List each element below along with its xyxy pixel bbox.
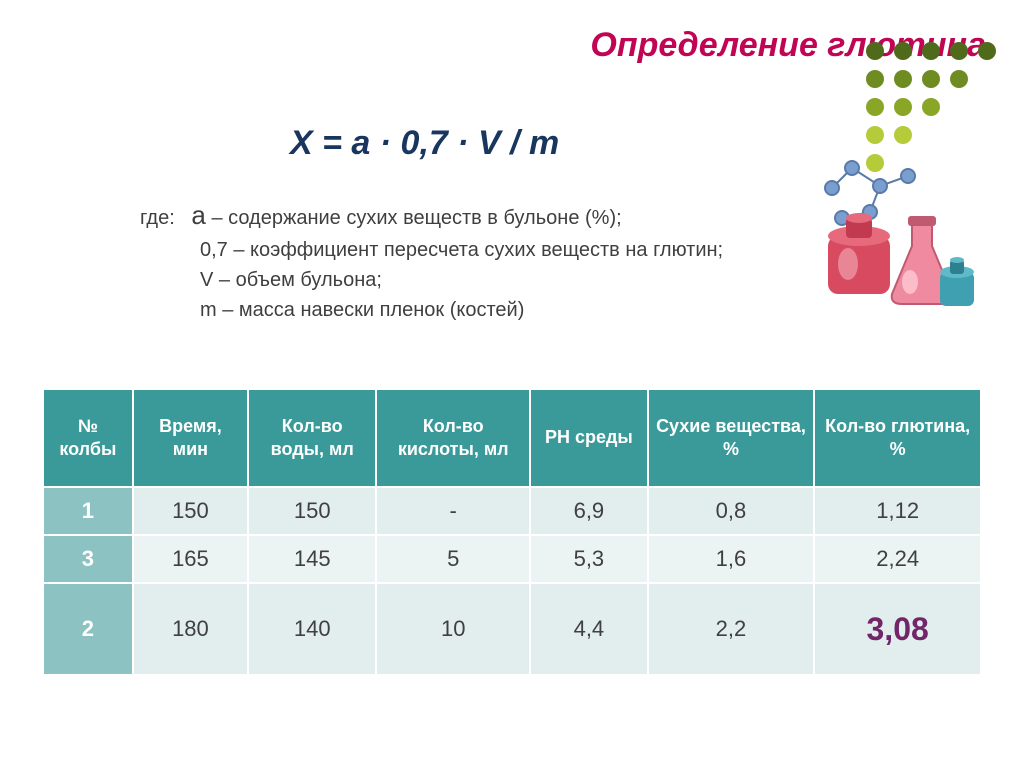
table-cell: 10 (376, 583, 530, 675)
data-table: № колбыВремя, минКол-во воды, млКол-во к… (42, 388, 982, 676)
row-number: 1 (43, 487, 133, 535)
def-line-2: V – объем бульона; (200, 265, 760, 295)
table-cell: 6,9 (530, 487, 648, 535)
table-header: № колбы (43, 389, 133, 487)
row-number: 3 (43, 535, 133, 583)
table-cell: 1,12 (814, 487, 981, 535)
table-header: Кол-во воды, мл (248, 389, 376, 487)
table-cell: 1,6 (648, 535, 815, 583)
row-number: 2 (43, 583, 133, 675)
table-cell: 4,4 (530, 583, 648, 675)
symbol-a: a (191, 200, 205, 230)
table-cell: 150 (133, 487, 248, 535)
def-line-3: m – масса навески пленок (костей) (200, 295, 760, 325)
where-prefix: где: (140, 207, 175, 229)
table-cell: 5 (376, 535, 530, 583)
table-cell: 5,3 (530, 535, 648, 583)
table-row: 1150150-6,90,81,12 (43, 487, 981, 535)
table-header: Сухие вещества, % (648, 389, 815, 487)
def-line-0: – содержание сухих веществ в бульоне (%)… (211, 207, 621, 229)
def-line-1: 0,7 – коэффициент пересчета сухих вещест… (200, 235, 760, 265)
definitions-block: где: a – содержание сухих веществ в буль… (140, 196, 760, 325)
table-cell: 145 (248, 535, 376, 583)
table-row: 316514555,31,62,24 (43, 535, 981, 583)
table-header: Время, мин (133, 389, 248, 487)
table-cell: 140 (248, 583, 376, 675)
table-header: Кол-во кислоты, мл (376, 389, 530, 487)
chemistry-illustration (812, 146, 982, 316)
formula: X = a · 0,7 · V / m (290, 124, 559, 163)
table-cell: 2,24 (814, 535, 981, 583)
table-cell: 180 (133, 583, 248, 675)
table-cell: 3,08 (814, 583, 981, 675)
table-cell: 150 (248, 487, 376, 535)
table-cell: 2,2 (648, 583, 815, 675)
table-header: РН среды (530, 389, 648, 487)
table-cell: - (376, 487, 530, 535)
table-header: Кол-во глютина, % (814, 389, 981, 487)
table-row: 2180140104,42,23,08 (43, 583, 981, 675)
table-cell: 0,8 (648, 487, 815, 535)
table-cell: 165 (133, 535, 248, 583)
